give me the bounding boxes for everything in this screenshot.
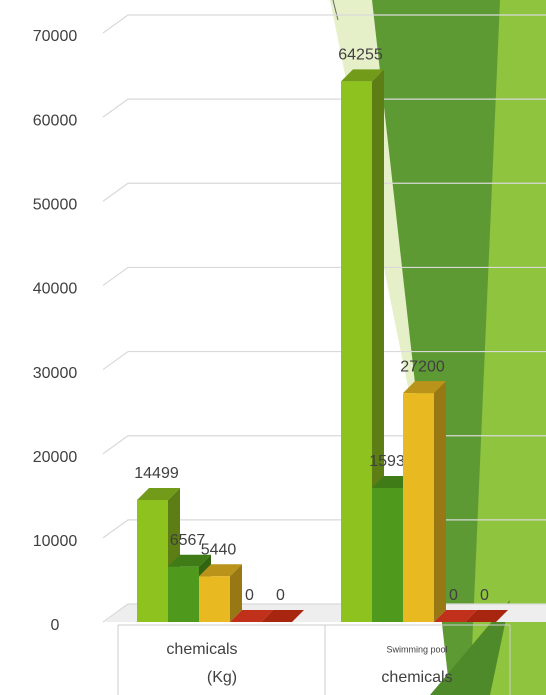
bar: [230, 610, 273, 622]
bar: [199, 576, 230, 622]
x-tick-label: Swimming pool: [386, 644, 447, 654]
value-label: 6567: [170, 532, 206, 549]
y-tick-label: 30000: [33, 365, 78, 382]
x-tick-label: (Kg): [207, 669, 237, 686]
y-tick-label: 10000: [33, 533, 78, 550]
x-tick-label: chemicals: [166, 641, 237, 658]
bar-top: [199, 564, 242, 577]
value-label: 5440: [201, 541, 237, 558]
value-label: 27200: [400, 358, 445, 375]
grid-line: [102, 14, 546, 34]
y-tick-label: 40000: [33, 281, 78, 298]
y-tick-label: 0: [51, 617, 60, 634]
bar: [434, 610, 477, 622]
value-label: 0: [276, 587, 285, 604]
value-label: 0: [245, 587, 254, 604]
y-tick-label: 50000: [33, 197, 78, 214]
value-label: 0: [449, 587, 458, 604]
value-label: 15930: [369, 453, 414, 470]
bar-top: [341, 69, 384, 82]
grid-line: [102, 182, 546, 202]
bar: [372, 487, 403, 622]
y-tick-label: 70000: [33, 28, 78, 45]
bar-side: [434, 381, 446, 622]
grid-line: [102, 266, 546, 286]
value-label: 14499: [134, 465, 179, 482]
bar: [465, 610, 508, 622]
bar-side: [230, 564, 242, 622]
bar: [403, 393, 434, 622]
bar-top: [137, 488, 180, 501]
bar: [168, 566, 199, 622]
y-tick-label: 20000: [33, 449, 78, 466]
grid-line: [102, 350, 546, 371]
value-label: 64255: [338, 47, 383, 64]
bar-top: [168, 554, 211, 567]
bar: [137, 500, 168, 622]
grid-line: [102, 98, 546, 118]
bar: [261, 610, 304, 622]
value-label: 0: [480, 587, 489, 604]
y-tick-label: 60000: [33, 112, 78, 129]
x-tick-label: chemicals: [381, 669, 452, 686]
category-boxes: [117, 624, 511, 695]
bar-top: [403, 381, 446, 394]
bar: [341, 81, 372, 622]
